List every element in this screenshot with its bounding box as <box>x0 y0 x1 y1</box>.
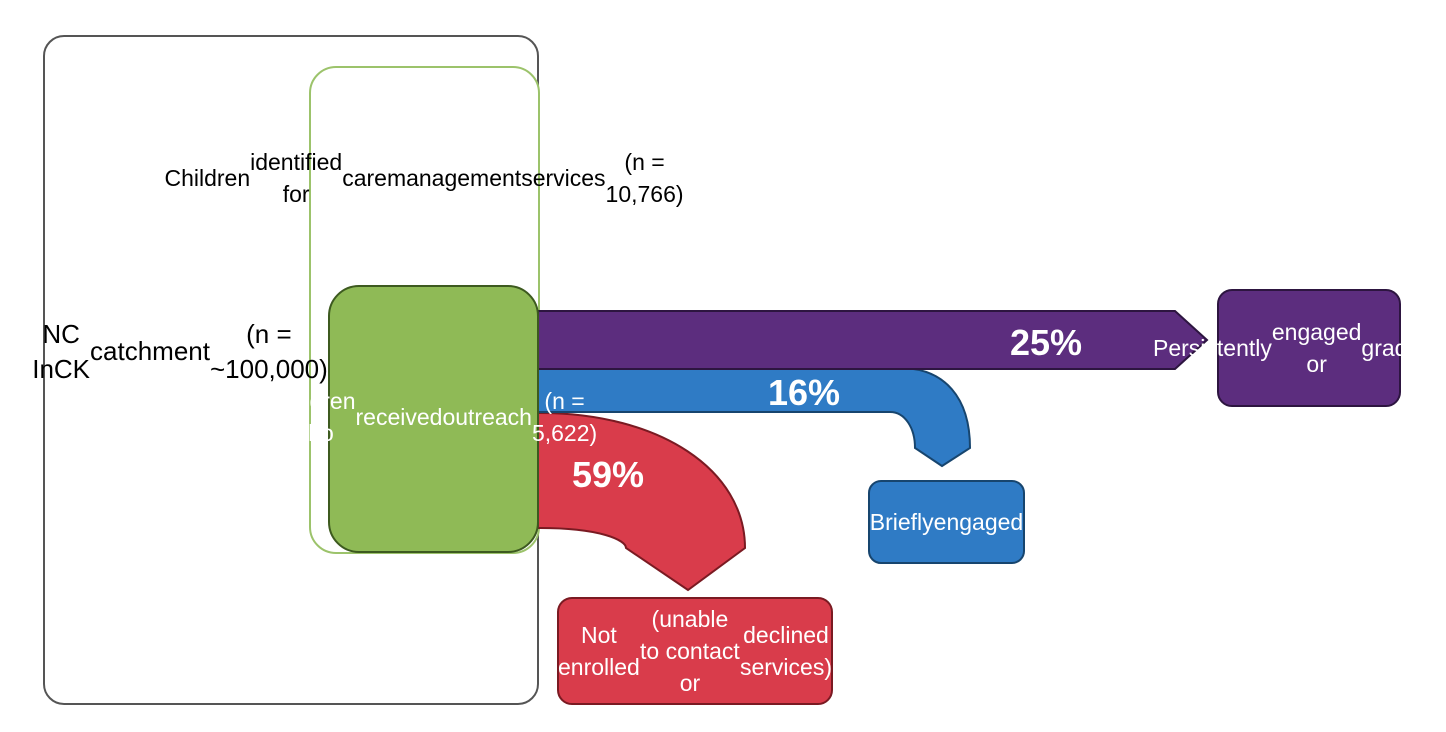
outreach-line: outreach <box>442 403 532 430</box>
persistent-percent: 25% <box>1010 322 1083 363</box>
outreach-label: Children who received outreach (n = 5,62… <box>270 350 597 484</box>
brief-outcome-line: engaged <box>933 508 1024 535</box>
brief-outcome-box <box>868 480 1025 564</box>
brief-outcome-label: Briefly engaged <box>869 481 1024 563</box>
not-enrolled-percent: 59% <box>572 454 645 495</box>
not-enrolled-outcome-line: Not enrolled <box>558 621 640 680</box>
catchment-line: NC InCK <box>32 318 91 384</box>
identified-line: (n = 10,766) <box>605 148 684 207</box>
persistent-outcome-line: graduated <box>1361 334 1446 361</box>
not-enrolled-outcome-box <box>557 597 833 705</box>
outreach-line: Children who <box>269 387 356 446</box>
persistent-outcome-line: Persistently <box>1153 334 1272 361</box>
persistent-outcome-line: engaged or <box>1271 318 1362 377</box>
identified-line: care <box>342 164 387 191</box>
identified-line: Children <box>164 164 251 191</box>
brief-percent: 16% <box>768 372 841 413</box>
not-enrolled-outcome-line: (unable to contact or <box>640 605 740 697</box>
outreach-box <box>328 285 539 553</box>
not-enrolled-outcome-label: Not enrolled (unable to contact or decli… <box>558 598 832 704</box>
outreach-line: received <box>355 403 443 430</box>
brief-outcome-line: Briefly <box>869 508 934 535</box>
identified-line: management <box>386 164 522 191</box>
not-enrolled-outcome-line: declined services) <box>739 621 832 680</box>
catchment-line: catchment <box>90 336 210 367</box>
outreach-line: (n = 5,622) <box>531 387 598 446</box>
not-enrolled-arrow <box>537 412 747 592</box>
identified-line: identified for <box>250 148 343 207</box>
identified-label: Children identified for care management … <box>164 80 683 276</box>
persistent-arrow <box>537 310 1209 370</box>
persistent-outcome-box <box>1217 289 1401 407</box>
identified-line: services <box>521 164 606 191</box>
catchment-label: NC InCK catchment (n = ~100,000) <box>32 296 328 408</box>
persistent-outcome-label: Persistently engaged or graduated <box>1153 290 1446 406</box>
briefly-engaged-arrow <box>537 367 972 468</box>
catchment-line: (n = ~100,000) <box>209 318 328 384</box>
